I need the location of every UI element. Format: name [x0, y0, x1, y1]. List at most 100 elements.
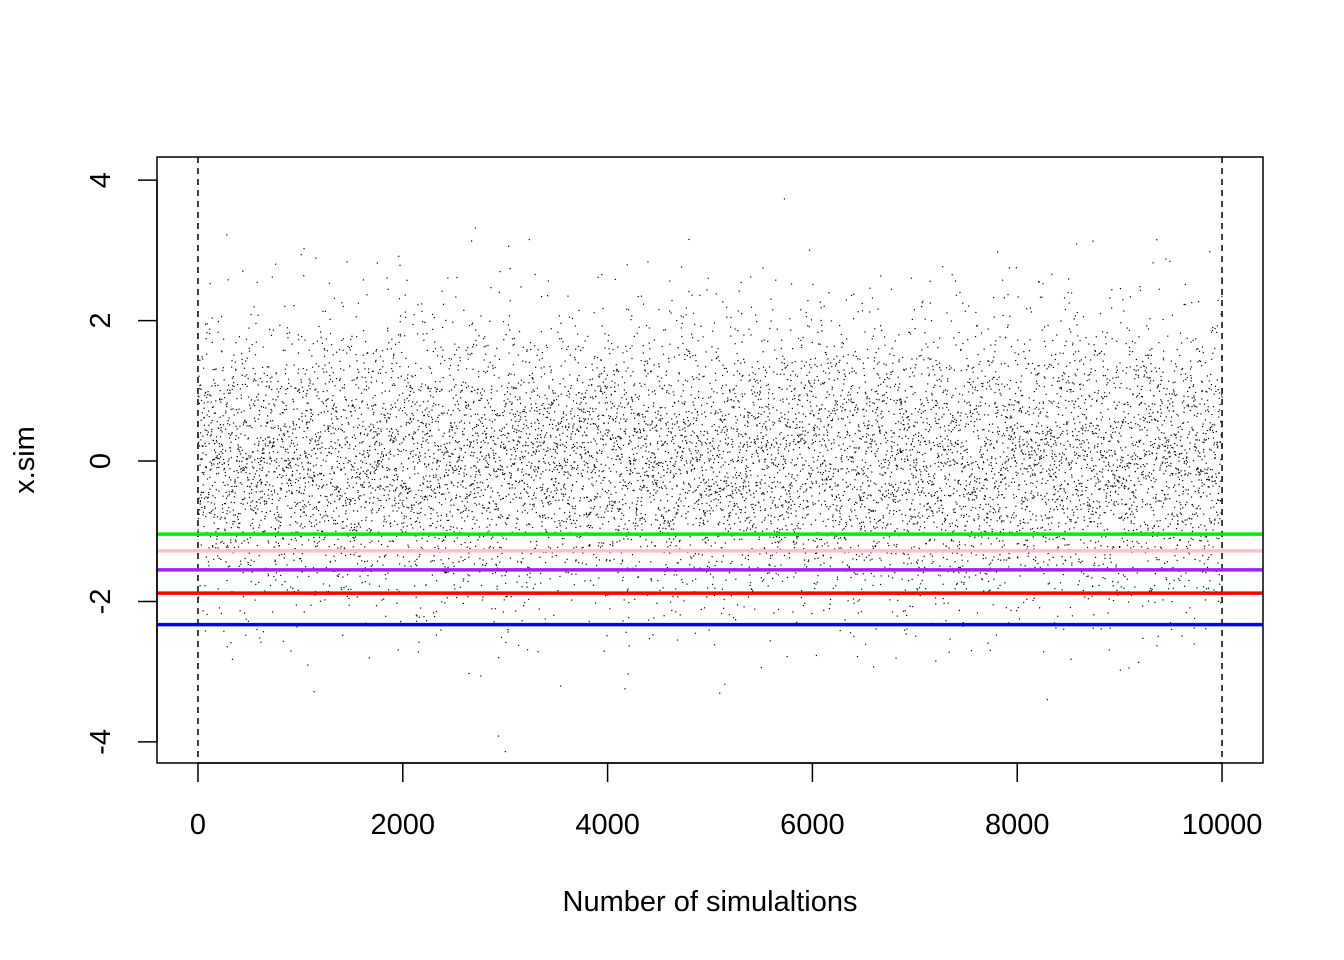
data-point: [422, 476, 424, 478]
data-point: [628, 442, 630, 444]
data-point: [341, 302, 343, 304]
data-point: [624, 433, 627, 435]
data-point: [350, 588, 352, 591]
data-point: [704, 512, 706, 514]
data-point: [642, 303, 645, 305]
data-point: [599, 506, 601, 508]
data-point: [530, 425, 532, 428]
data-point: [450, 358, 453, 360]
data-point: [489, 320, 491, 322]
data-point: [492, 449, 494, 451]
data-point: [691, 468, 693, 471]
data-point: [626, 590, 629, 592]
data-point: [589, 544, 591, 546]
data-point: [310, 409, 313, 411]
data-point: [326, 454, 328, 457]
data-point: [512, 388, 515, 390]
data-point: [233, 385, 235, 388]
data-point: [501, 441, 503, 443]
data-point: [293, 305, 295, 307]
data-point: [401, 531, 403, 533]
data-point: [653, 499, 655, 501]
data-point: [709, 510, 711, 512]
data-point: [287, 431, 289, 433]
data-point: [496, 585, 498, 587]
data-point: [679, 493, 681, 495]
data-point: [309, 388, 311, 390]
data-point: [672, 464, 674, 467]
data-point: [383, 414, 385, 416]
data-point: [228, 458, 230, 460]
data-point: [546, 432, 548, 434]
data-point: [244, 375, 246, 377]
data-point: [339, 488, 342, 490]
data-point: [232, 376, 234, 378]
data-point: [223, 379, 225, 381]
data-point: [243, 469, 245, 471]
data-point: [631, 357, 633, 360]
data-point: [548, 403, 550, 405]
data-point: [634, 528, 636, 530]
data-point: [218, 458, 220, 460]
data-point: [222, 458, 225, 461]
data-point: [610, 407, 612, 409]
data-point: [610, 510, 613, 512]
data-point: [608, 490, 610, 492]
data-point: [337, 547, 339, 549]
data-point: [500, 514, 502, 516]
data-point: [252, 500, 254, 502]
data-point: [516, 522, 518, 524]
data-point: [281, 439, 283, 441]
data-point: [618, 525, 620, 527]
data-point: [209, 333, 211, 335]
data-point: [300, 523, 302, 525]
data-point: [484, 466, 487, 468]
data-point: [421, 303, 423, 305]
data-point: [635, 431, 637, 434]
data-point: [595, 514, 597, 516]
data-point: [227, 279, 229, 281]
data-point: [647, 490, 649, 492]
data-point: [257, 314, 259, 316]
data-point: [681, 402, 683, 404]
data-point: [470, 467, 472, 469]
data-point: [689, 441, 691, 443]
data-point: [541, 521, 543, 523]
data-point: [332, 372, 334, 374]
data-point: [229, 468, 231, 470]
data-point: [695, 359, 697, 362]
data-point: [226, 545, 229, 547]
data-point: [317, 414, 319, 416]
data-point: [657, 472, 659, 474]
data-point: [582, 546, 584, 549]
data-point: [544, 434, 547, 436]
data-point: [321, 487, 323, 489]
data-point: [338, 462, 340, 465]
data-point: [545, 531, 547, 533]
data-point: [451, 498, 453, 500]
data-point: [545, 450, 548, 452]
data-point: [410, 451, 412, 453]
data-point: [310, 440, 312, 442]
data-point: [342, 634, 344, 636]
data-point: [584, 580, 586, 582]
data-point: [419, 484, 421, 486]
data-point: [257, 508, 259, 510]
data-point: [396, 535, 398, 537]
data-point: [615, 529, 617, 531]
data-point: [586, 496, 588, 498]
data-point: [708, 629, 710, 631]
data-point: [333, 471, 335, 473]
data-point: [603, 422, 605, 425]
data-point: [221, 504, 224, 506]
data-point: [503, 339, 505, 341]
data-point: [419, 455, 421, 457]
data-point: [291, 475, 293, 477]
data-point: [703, 523, 705, 525]
data-point: [433, 457, 435, 459]
data-point: [574, 522, 576, 525]
data-point: [324, 495, 326, 497]
data-point: [372, 370, 374, 373]
data-point: [414, 563, 417, 565]
data-point: [250, 508, 252, 510]
